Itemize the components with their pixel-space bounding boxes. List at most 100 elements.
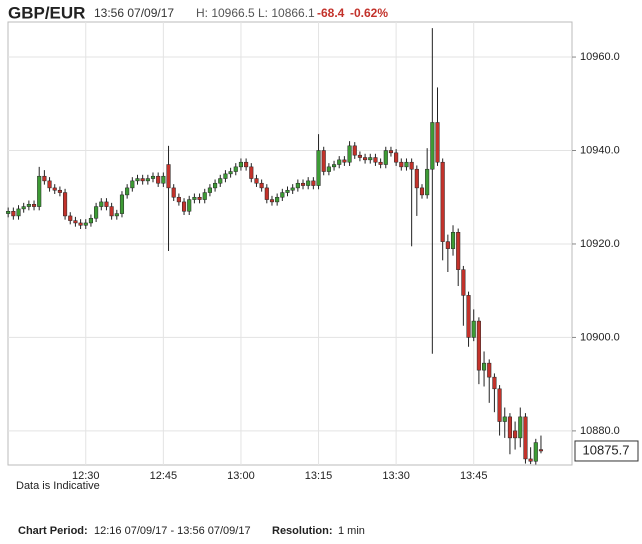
candle-body: [456, 232, 461, 270]
candle-body: [130, 180, 135, 189]
candle-body: [135, 178, 140, 182]
candle-body: [150, 175, 156, 179]
candle-body: [352, 145, 357, 156]
candle-body: [269, 199, 275, 203]
candle-body: [228, 171, 233, 175]
candle-body: [42, 175, 47, 182]
candle-body: [347, 145, 352, 163]
candle-body: [140, 178, 145, 182]
candle-body: [259, 182, 264, 189]
candle-body: [233, 166, 238, 172]
candle-body: [482, 362, 487, 371]
candle-body: [171, 187, 176, 198]
candle-body: [21, 206, 26, 210]
candle-body: [476, 320, 481, 371]
candle-body: [300, 182, 306, 186]
candle-body: [94, 206, 99, 219]
candle-body: [57, 189, 62, 193]
candle-body: [47, 180, 52, 189]
candle-body: [306, 180, 311, 186]
pair: GBP/EUR: [8, 3, 85, 22]
candle-body: [507, 416, 512, 439]
candle-body: [238, 161, 243, 168]
period-label: Chart Period:: [18, 525, 88, 537]
candle-body: [430, 122, 435, 170]
candle-body: [363, 157, 368, 161]
candle-body: [357, 154, 362, 158]
candle-body: [399, 161, 404, 168]
candle-body: [119, 194, 125, 214]
candle-body: [383, 150, 388, 165]
candle-body: [78, 222, 83, 226]
candle-body: [254, 178, 259, 184]
candle-body: [497, 388, 502, 422]
candle-body: [528, 458, 533, 462]
candle-body: [166, 164, 171, 189]
candle-body: [316, 150, 321, 186]
last-price-box: [574, 440, 639, 462]
candle-body: [471, 320, 476, 338]
candle-body: [425, 168, 430, 196]
x-tick-label: 13:30: [382, 470, 410, 482]
candle-body: [83, 222, 88, 226]
candle-body: [523, 416, 528, 460]
x-tick-label: 12:30: [72, 470, 100, 482]
candle-body: [156, 175, 161, 184]
candle-body: [518, 416, 523, 439]
last-price-label: 10875.7: [583, 442, 630, 457]
candle-body: [114, 213, 119, 217]
candle-body: [450, 232, 456, 249]
candle-body: [487, 362, 492, 378]
candles: [6, 28, 544, 465]
candle-body: [213, 182, 218, 189]
candle-body: [264, 187, 269, 200]
candle-body: [337, 159, 342, 165]
candle-body: [373, 157, 378, 163]
candle-body: [249, 166, 254, 179]
candle-body: [207, 187, 212, 193]
candle-body: [538, 449, 544, 452]
candle-body: [145, 178, 150, 182]
candle-body: [192, 196, 197, 200]
candle-body: [295, 182, 300, 189]
candle-body: [435, 122, 440, 163]
candle-body: [63, 192, 68, 217]
candle-body: [368, 157, 373, 161]
candle-body: [466, 295, 471, 338]
candle-body: [6, 211, 11, 214]
candle-body: [533, 442, 538, 462]
x-tick-label: 13:00: [227, 470, 255, 482]
candle-body: [197, 196, 202, 200]
y-tick-label: 10880.0: [580, 425, 620, 437]
y-tick-label: 10900.0: [580, 331, 620, 343]
candle-body: [16, 208, 21, 217]
candle-body: [73, 220, 78, 224]
time: 13:56 07/09/17: [94, 6, 174, 20]
change-pct: -0.62%: [350, 6, 388, 20]
candle-body: [326, 166, 331, 172]
candle-body: [88, 218, 93, 224]
candle-body: [109, 206, 114, 217]
candle-body: [445, 241, 450, 249]
candle-body: [99, 201, 104, 207]
candle-body: [104, 201, 109, 207]
resolution: 1 min: [338, 525, 365, 537]
candle-body: [492, 376, 497, 390]
candle-body: [332, 164, 337, 168]
y-tick-label: 10940.0: [580, 144, 620, 156]
candle-body: [280, 192, 285, 198]
candle-body: [311, 180, 316, 186]
candle-body: [285, 189, 290, 193]
x-tick-label: 12:45: [150, 470, 178, 482]
candle-body: [181, 201, 187, 212]
candle-body: [275, 196, 280, 203]
annotation: Data is Indicative: [16, 480, 100, 492]
candle-body: [31, 203, 37, 207]
candle-body: [11, 211, 16, 217]
candle-body: [176, 196, 181, 203]
low: L: 10866.1: [258, 6, 315, 20]
candle-body: [26, 203, 31, 207]
candle-body: [161, 175, 166, 184]
candle-body: [378, 161, 383, 165]
candle-body: [342, 159, 347, 163]
